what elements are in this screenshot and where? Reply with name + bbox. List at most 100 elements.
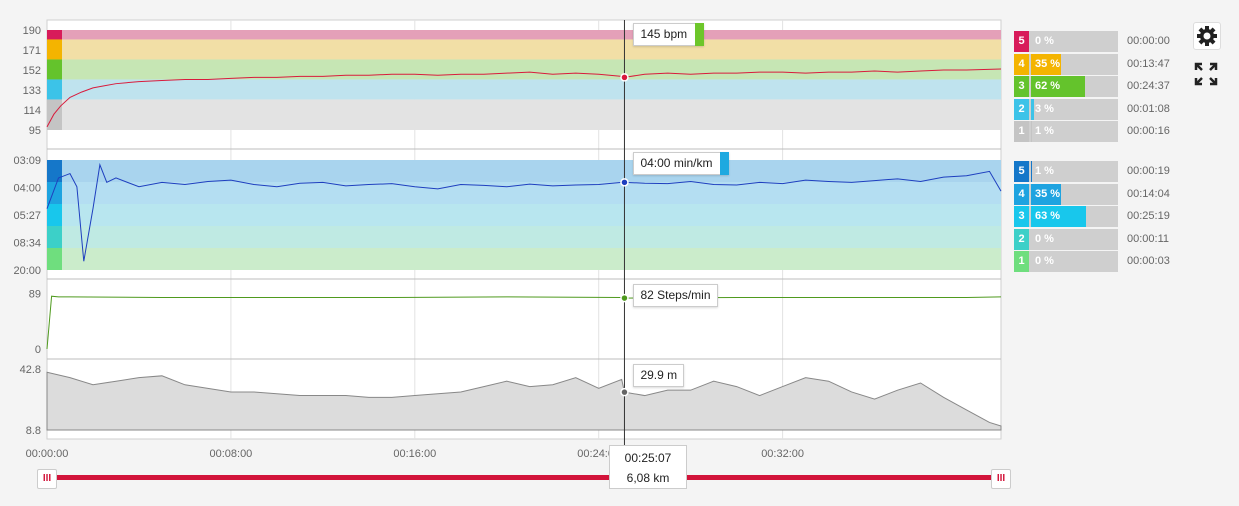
elevation-area bbox=[46, 371, 1002, 431]
hr-zone-percent: 35 % bbox=[1035, 57, 1061, 70]
hr-zone-percent: 62 % bbox=[1035, 80, 1061, 92]
hr-zone-percent: 0 % bbox=[1035, 35, 1054, 47]
range-handle-right[interactable]: III bbox=[991, 469, 1011, 489]
cursor-marker bbox=[620, 178, 629, 187]
pace-zone-strip-4 bbox=[47, 182, 62, 204]
hr-zone-time: 00:01:08 bbox=[1127, 102, 1170, 115]
hr-y-tick: 133 bbox=[23, 85, 41, 97]
cursor-marker bbox=[620, 293, 629, 303]
hr-zone-number: 1 bbox=[1014, 121, 1029, 142]
cursor-time: 00:25:07 bbox=[624, 451, 672, 465]
hr-y-tick: 114 bbox=[23, 105, 41, 117]
hr-zone-bar bbox=[1031, 53, 1062, 75]
pace-tooltip: 04:00 min/km bbox=[633, 152, 730, 175]
pace-zone-band-2 bbox=[47, 226, 1001, 248]
elevation-y-tick: 8.8 bbox=[26, 425, 41, 437]
x-tick-label: 00:16:00 bbox=[393, 448, 436, 460]
hr-zone-row-1: 1 1 % bbox=[1014, 121, 1118, 142]
cadence-line bbox=[46, 295, 1002, 350]
pace-zone-row-5: 5 1 % bbox=[1014, 161, 1118, 182]
hr-zone-bar bbox=[1031, 121, 1032, 142]
expand-icon bbox=[1194, 62, 1218, 86]
hr-zone-percent: 3 % bbox=[1035, 102, 1054, 115]
cursor-marker bbox=[620, 73, 629, 82]
hr-zone-row-2: 2 3 % bbox=[1014, 98, 1118, 120]
hr-zone-time: 00:00:16 bbox=[1127, 125, 1170, 137]
elevation-tooltip: 29.9 m bbox=[633, 364, 685, 387]
pace-zone-number: 5 bbox=[1014, 161, 1029, 182]
pace-y-tick: 03:09 bbox=[13, 155, 41, 167]
hr-zone-band-4 bbox=[47, 39, 1001, 60]
pace-zone-bar bbox=[1031, 206, 1086, 227]
pace-zone-bar bbox=[1031, 161, 1032, 182]
cadence-tooltip-text: 82 Steps/min bbox=[640, 288, 711, 302]
pace-line bbox=[46, 162, 1002, 262]
hr-zone-row-5: 5 0 % bbox=[1014, 31, 1118, 52]
x-tick-label: 00:00:00 bbox=[26, 448, 69, 460]
hr-zone-number: 5 bbox=[1014, 31, 1029, 52]
settings-button[interactable] bbox=[1193, 22, 1221, 50]
hr-zone-percent: 1 % bbox=[1035, 125, 1054, 137]
pace-zone-number: 2 bbox=[1014, 228, 1029, 250]
hr-zone-strip-1 bbox=[47, 99, 62, 130]
pace-y-tick: 08:34 bbox=[13, 238, 41, 250]
hr-y-tick: 95 bbox=[29, 125, 41, 137]
range-slider-bar bbox=[45, 475, 1003, 480]
pace-zone-number: 4 bbox=[1014, 183, 1029, 205]
pace-zone-number: 3 bbox=[1014, 206, 1029, 227]
pace-zone-percent: 63 % bbox=[1035, 210, 1061, 222]
hr-y-tick: 152 bbox=[23, 65, 41, 77]
pace-tooltip-text: 04:00 min/km bbox=[640, 156, 713, 170]
pace-zone-band-3 bbox=[47, 204, 1001, 226]
hr-zone-number: 2 bbox=[1014, 98, 1029, 120]
elevation-tooltip-text: 29.9 m bbox=[640, 368, 678, 382]
pace-zone-row-1: 1 0 % bbox=[1014, 251, 1118, 272]
gear-icon bbox=[1197, 26, 1217, 46]
cursor-distance: 6,08 km bbox=[626, 471, 670, 485]
pace-zone-bar bbox=[1031, 183, 1062, 205]
hr-zone-strip-4 bbox=[47, 39, 62, 60]
heart-rate-tooltip-accent bbox=[695, 23, 705, 46]
pace-zone-strip-5 bbox=[47, 160, 62, 182]
fullscreen-button[interactable] bbox=[1193, 61, 1219, 87]
pace-zone-row-2: 2 0 % bbox=[1014, 228, 1118, 250]
hr-zone-number: 4 bbox=[1014, 53, 1029, 75]
hr-zone-bar bbox=[1031, 76, 1085, 97]
pace-zone-number: 1 bbox=[1014, 251, 1029, 272]
pace-y-tick: 04:00 bbox=[13, 183, 41, 195]
hr-line bbox=[46, 68, 1002, 128]
pace-zone-percent: 1 % bbox=[1035, 165, 1054, 177]
hr-zone-row-4: 4 35 % bbox=[1014, 53, 1118, 75]
range-handle-left[interactable]: III bbox=[37, 469, 57, 489]
pace-zone-time: 00:25:19 bbox=[1127, 210, 1170, 222]
pace-zone-strip-1 bbox=[47, 248, 62, 270]
pace-zone-strip-3 bbox=[47, 204, 62, 226]
heart-rate-tooltip: 145 bpm bbox=[633, 23, 705, 46]
pace-zone-band-4 bbox=[47, 182, 1001, 204]
hr-zone-time: 00:00:00 bbox=[1127, 35, 1170, 47]
cursor-marker bbox=[620, 387, 629, 397]
pace-zone-percent: 35 % bbox=[1035, 187, 1061, 200]
x-tick-label: 00:32:00 bbox=[761, 448, 804, 460]
pace-zone-time: 00:14:04 bbox=[1127, 187, 1170, 200]
pace-zone-row-4: 4 35 % bbox=[1014, 183, 1118, 205]
hr-zone-strip-3 bbox=[47, 59, 62, 80]
hr-zone-band-1 bbox=[47, 99, 1001, 130]
hr-zone-strip-2 bbox=[47, 79, 62, 100]
hr-zone-band-3 bbox=[47, 59, 1001, 80]
pace-zone-band-1 bbox=[47, 248, 1001, 270]
pace-zone-row-3: 3 63 % bbox=[1014, 206, 1118, 227]
pace-y-tick: 05:27 bbox=[13, 210, 41, 222]
hr-zone-time: 00:13:47 bbox=[1127, 57, 1170, 70]
pace-zone-strip-2 bbox=[47, 226, 62, 248]
cadence-y-tick: 89 bbox=[29, 289, 41, 301]
hr-zone-bar bbox=[1031, 98, 1034, 120]
pace-zone-time: 00:00:11 bbox=[1127, 232, 1170, 245]
pace-y-tick: 20:00 bbox=[13, 265, 41, 277]
x-tick-label: 00:08:00 bbox=[209, 448, 252, 460]
hr-zone-strip-5 bbox=[47, 30, 62, 40]
pace-zone-time: 00:00:19 bbox=[1127, 165, 1170, 177]
heart-rate-tooltip-text: 145 bpm bbox=[640, 27, 688, 41]
pace-zone-percent: 0 % bbox=[1035, 232, 1054, 245]
